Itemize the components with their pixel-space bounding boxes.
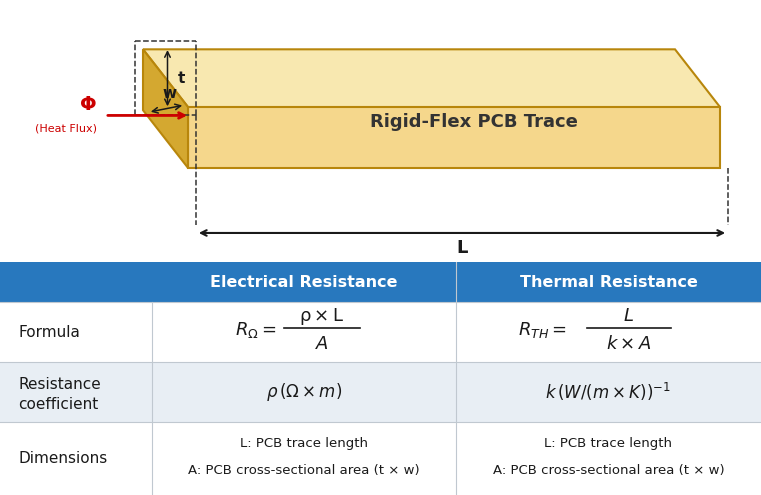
Text: Resistance: Resistance [18, 377, 100, 392]
Text: L: PCB trace length: L: PCB trace length [240, 437, 368, 450]
Text: $R_{\Omega} =$: $R_{\Omega} =$ [234, 320, 276, 340]
Text: Dimensions: Dimensions [18, 451, 107, 466]
Text: $L$: $L$ [623, 307, 634, 325]
Text: $R_{TH} =$: $R_{TH} =$ [517, 320, 566, 340]
Text: coefficient: coefficient [18, 396, 98, 412]
Bar [0, 362, 761, 422]
Text: Φ: Φ [81, 96, 97, 114]
Text: Thermal Resistance: Thermal Resistance [520, 275, 697, 290]
Text: $\rho\,(\Omega \times m)$: $\rho\,(\Omega \times m)$ [266, 381, 342, 403]
Polygon shape [143, 50, 720, 107]
Text: $k\,(W/(m \times K))^{-1}$: $k\,(W/(m \times K))^{-1}$ [546, 381, 671, 403]
Polygon shape [143, 50, 188, 168]
Text: (Heat Flux): (Heat Flux) [35, 123, 97, 133]
Text: Formula: Formula [18, 325, 80, 340]
Text: L: L [457, 239, 468, 257]
Text: Electrical Resistance: Electrical Resistance [210, 275, 398, 290]
Text: A: PCB cross-sectional area (t × w): A: PCB cross-sectional area (t × w) [188, 464, 420, 477]
Polygon shape [188, 107, 720, 168]
Text: $\mathregular{\rho \times L}$: $\mathregular{\rho \times L}$ [299, 306, 345, 327]
Text: A: PCB cross-sectional area (t × w): A: PCB cross-sectional area (t × w) [492, 464, 724, 477]
Text: t: t [177, 71, 185, 86]
Text: Rigid-Flex PCB Trace: Rigid-Flex PCB Trace [370, 113, 578, 131]
Bar [0, 262, 761, 302]
Text: $A$: $A$ [315, 335, 329, 353]
Text: L: PCB trace length: L: PCB trace length [545, 437, 673, 450]
Text: $k \times A$: $k \times A$ [606, 335, 651, 353]
Text: w: w [162, 86, 176, 101]
